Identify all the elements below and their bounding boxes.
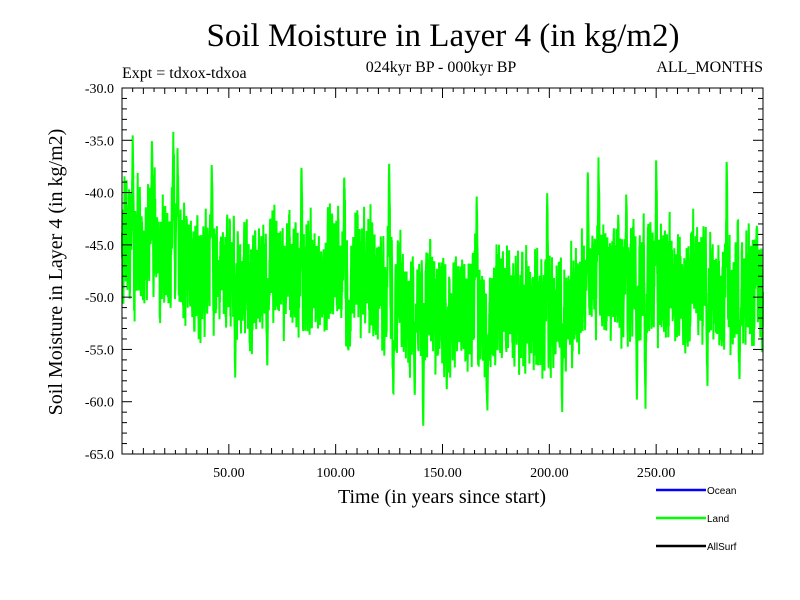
- y-tick-label: -30.0: [85, 82, 114, 97]
- plot-series-group: [121, 131, 764, 426]
- y-tick-label: -35.0: [85, 134, 114, 149]
- y-tick-label: -65.0: [85, 448, 114, 463]
- legend-label-allsurf: AllSurf: [707, 542, 737, 553]
- y-tick-label: -50.0: [85, 291, 114, 306]
- x-tick-label: 200.00: [530, 466, 569, 481]
- legend: Ocean Land AllSurf: [656, 486, 737, 553]
- chart-subtitle-right: ALL_MONTHS: [656, 59, 763, 76]
- chart-subtitle-center: 024kyr BP - 000kyr BP: [366, 59, 517, 76]
- axes-group: [121, 87, 764, 455]
- y-tick-label: -45.0: [85, 239, 114, 254]
- series-line-land: [121, 131, 764, 426]
- legend-label-ocean: Ocean: [707, 486, 736, 497]
- x-tick-label: 50.00: [213, 466, 245, 481]
- y-axis-label: Soil Moisture in Layer 4 (in kg/m2): [45, 129, 67, 416]
- chart-title: Soil Moisture in Layer 4 (in kg/m2): [207, 18, 680, 54]
- y-tick-label: -60.0: [85, 396, 114, 411]
- y-tick-label: -40.0: [85, 187, 114, 202]
- x-tick-label: 100.00: [316, 466, 355, 481]
- x-tick-label: 150.00: [423, 466, 462, 481]
- x-tick-labels: 50.00 100.00 150.00 200.00 250.00: [213, 466, 675, 481]
- chart-subtitle-left: Expt = tdxox-tdxoa: [122, 65, 247, 82]
- y-tick-labels: -30.0 -35.0 -40.0 -45.0 -50.0 -55.0 -60.0 -65.0: [85, 82, 114, 463]
- y-tick-label: -55.0: [85, 343, 114, 358]
- legend-label-land: Land: [707, 514, 729, 525]
- x-tick-label: 250.00: [637, 466, 676, 481]
- x-axis-label: Time (in years since start): [338, 486, 546, 508]
